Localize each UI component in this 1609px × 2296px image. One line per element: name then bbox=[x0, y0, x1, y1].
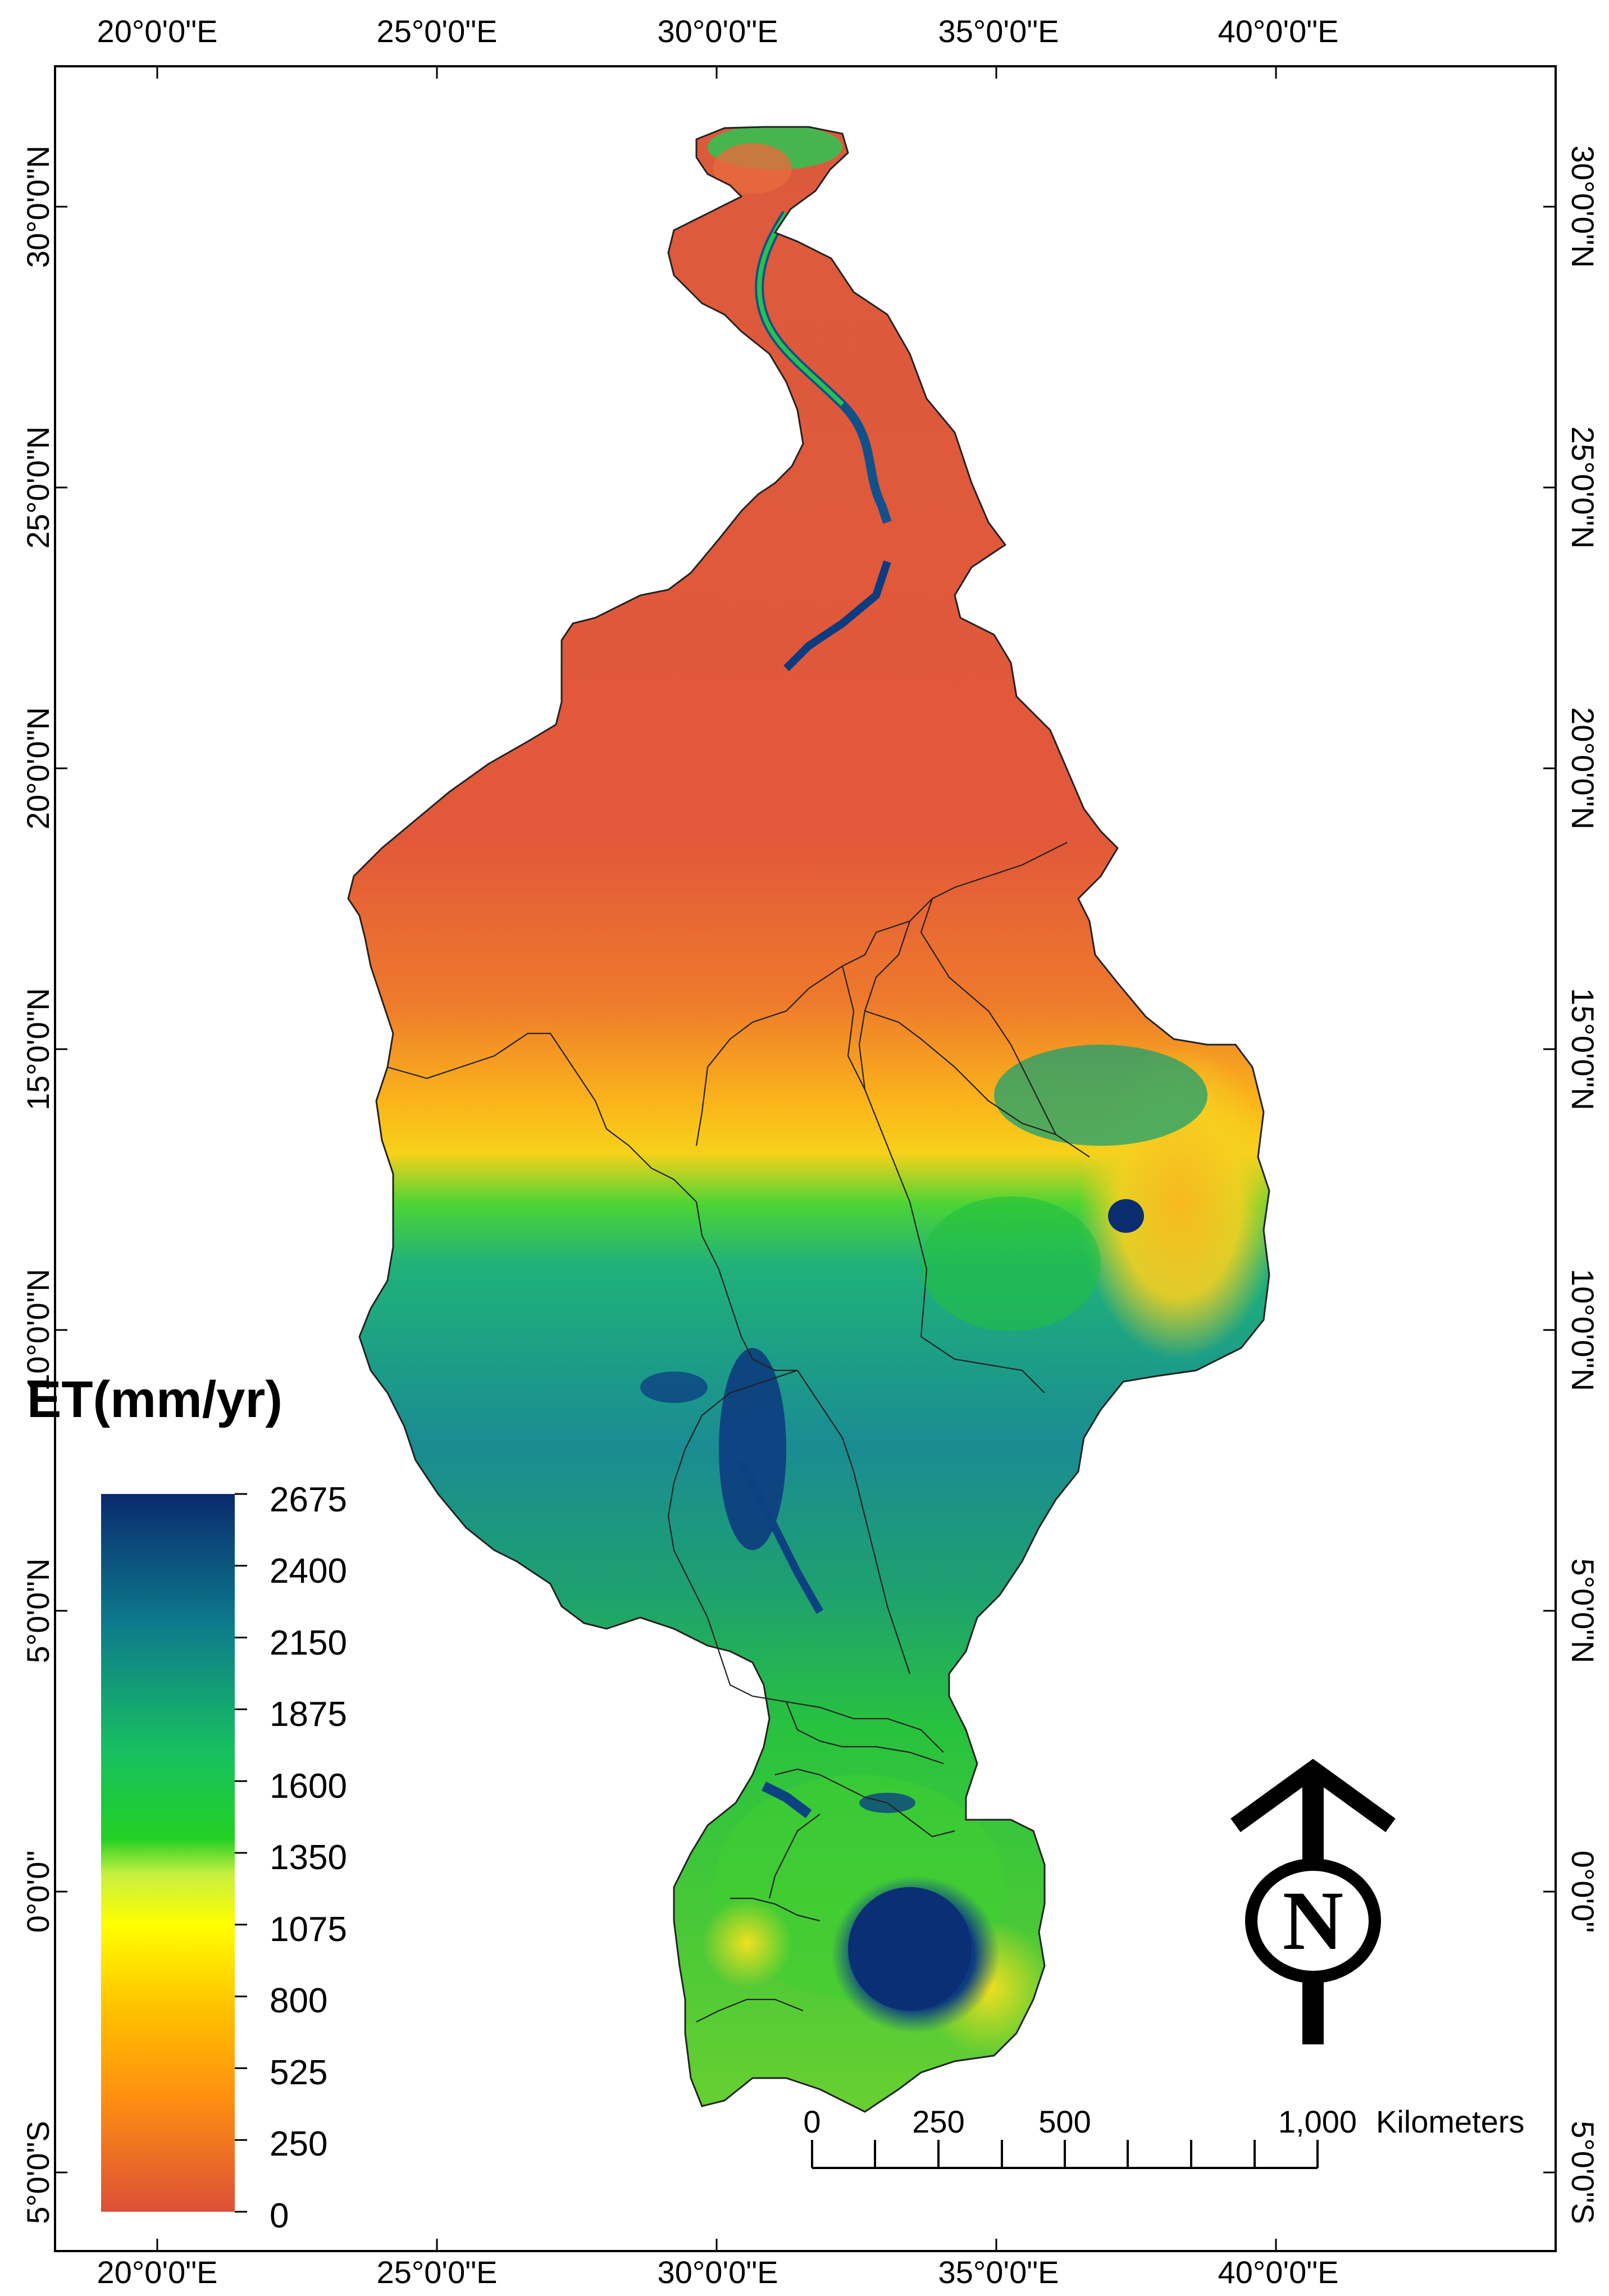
legend-label: 525 bbox=[270, 2053, 328, 2092]
lat-label: 25°0'0"N bbox=[20, 426, 56, 549]
lat-label: 5°0'0"S bbox=[20, 2121, 56, 2224]
lat-label: 15°0'0"N bbox=[1565, 988, 1601, 1110]
legend-label: 800 bbox=[270, 1981, 328, 2020]
lon-label: 25°0'0"E bbox=[376, 2254, 498, 2290]
scale-label: 250 bbox=[912, 2104, 965, 2139]
lat-label: 5°0'0"S bbox=[1565, 2121, 1601, 2224]
legend-label: 1875 bbox=[270, 1695, 347, 1734]
scale-bar bbox=[811, 2140, 1319, 2169]
lon-label: 40°0'0"E bbox=[1218, 2254, 1339, 2290]
north-letter: N bbox=[1282, 1874, 1344, 1967]
lat-label: 5°0'0"N bbox=[1565, 1558, 1601, 1664]
lat-label: 25°0'0"N bbox=[1565, 426, 1601, 549]
lat-label: 10°0'0"N bbox=[1565, 1269, 1601, 1391]
scale-label: 500 bbox=[1038, 2104, 1091, 2139]
lat-label: 0°0'0" bbox=[20, 1850, 56, 1933]
scale-unit: Kilometers bbox=[1376, 2104, 1525, 2139]
lat-label: 20°0'0"N bbox=[20, 707, 56, 830]
lat-label: 0°0'0" bbox=[1565, 1850, 1601, 1933]
lon-label: 25°0'0"E bbox=[376, 13, 498, 49]
legend-label: 2150 bbox=[270, 1624, 347, 1662]
lat-label: 30°0'0"N bbox=[20, 145, 56, 268]
lon-label: 40°0'0"E bbox=[1218, 13, 1339, 49]
map-frame bbox=[54, 65, 1557, 2252]
legend-label: 2400 bbox=[270, 1552, 347, 1591]
lon-label: 35°0'0"E bbox=[938, 2254, 1059, 2290]
north-arrow-icon bbox=[1230, 1759, 1396, 2044]
legend-ticks bbox=[235, 1493, 247, 2213]
basin-raster bbox=[348, 127, 1269, 2112]
lat-label: 5°0'0"N bbox=[20, 1558, 56, 1664]
lon-label: 30°0'0"E bbox=[657, 13, 778, 49]
legend-label: 2675 bbox=[270, 1480, 347, 1519]
lon-label: 35°0'0"E bbox=[938, 13, 1059, 49]
sub-basin-boundaries bbox=[387, 842, 1090, 2022]
legend-title: ET(mm/yr) bbox=[27, 1371, 282, 1428]
legend-label: 1350 bbox=[270, 1838, 347, 1877]
legend-label: 1075 bbox=[270, 1910, 347, 1949]
lat-label: 30°0'0"N bbox=[1565, 145, 1601, 268]
legend-label: 250 bbox=[270, 2125, 328, 2163]
lon-label: 30°0'0"E bbox=[657, 2254, 778, 2290]
lat-label: 15°0'0"N bbox=[20, 988, 56, 1110]
legend-color-bar bbox=[101, 1494, 235, 2212]
scale-label: 0 bbox=[803, 2104, 821, 2139]
frame-ticks bbox=[55, 66, 1556, 2251]
legend-label: 0 bbox=[270, 2197, 289, 2235]
scale-label: 1,000 bbox=[1278, 2104, 1357, 2139]
lon-label: 20°0'0"E bbox=[97, 2254, 218, 2290]
lon-label: 20°0'0"E bbox=[97, 13, 218, 49]
legend-label: 1600 bbox=[270, 1767, 347, 1806]
lat-label: 20°0'0"N bbox=[1565, 707, 1601, 830]
